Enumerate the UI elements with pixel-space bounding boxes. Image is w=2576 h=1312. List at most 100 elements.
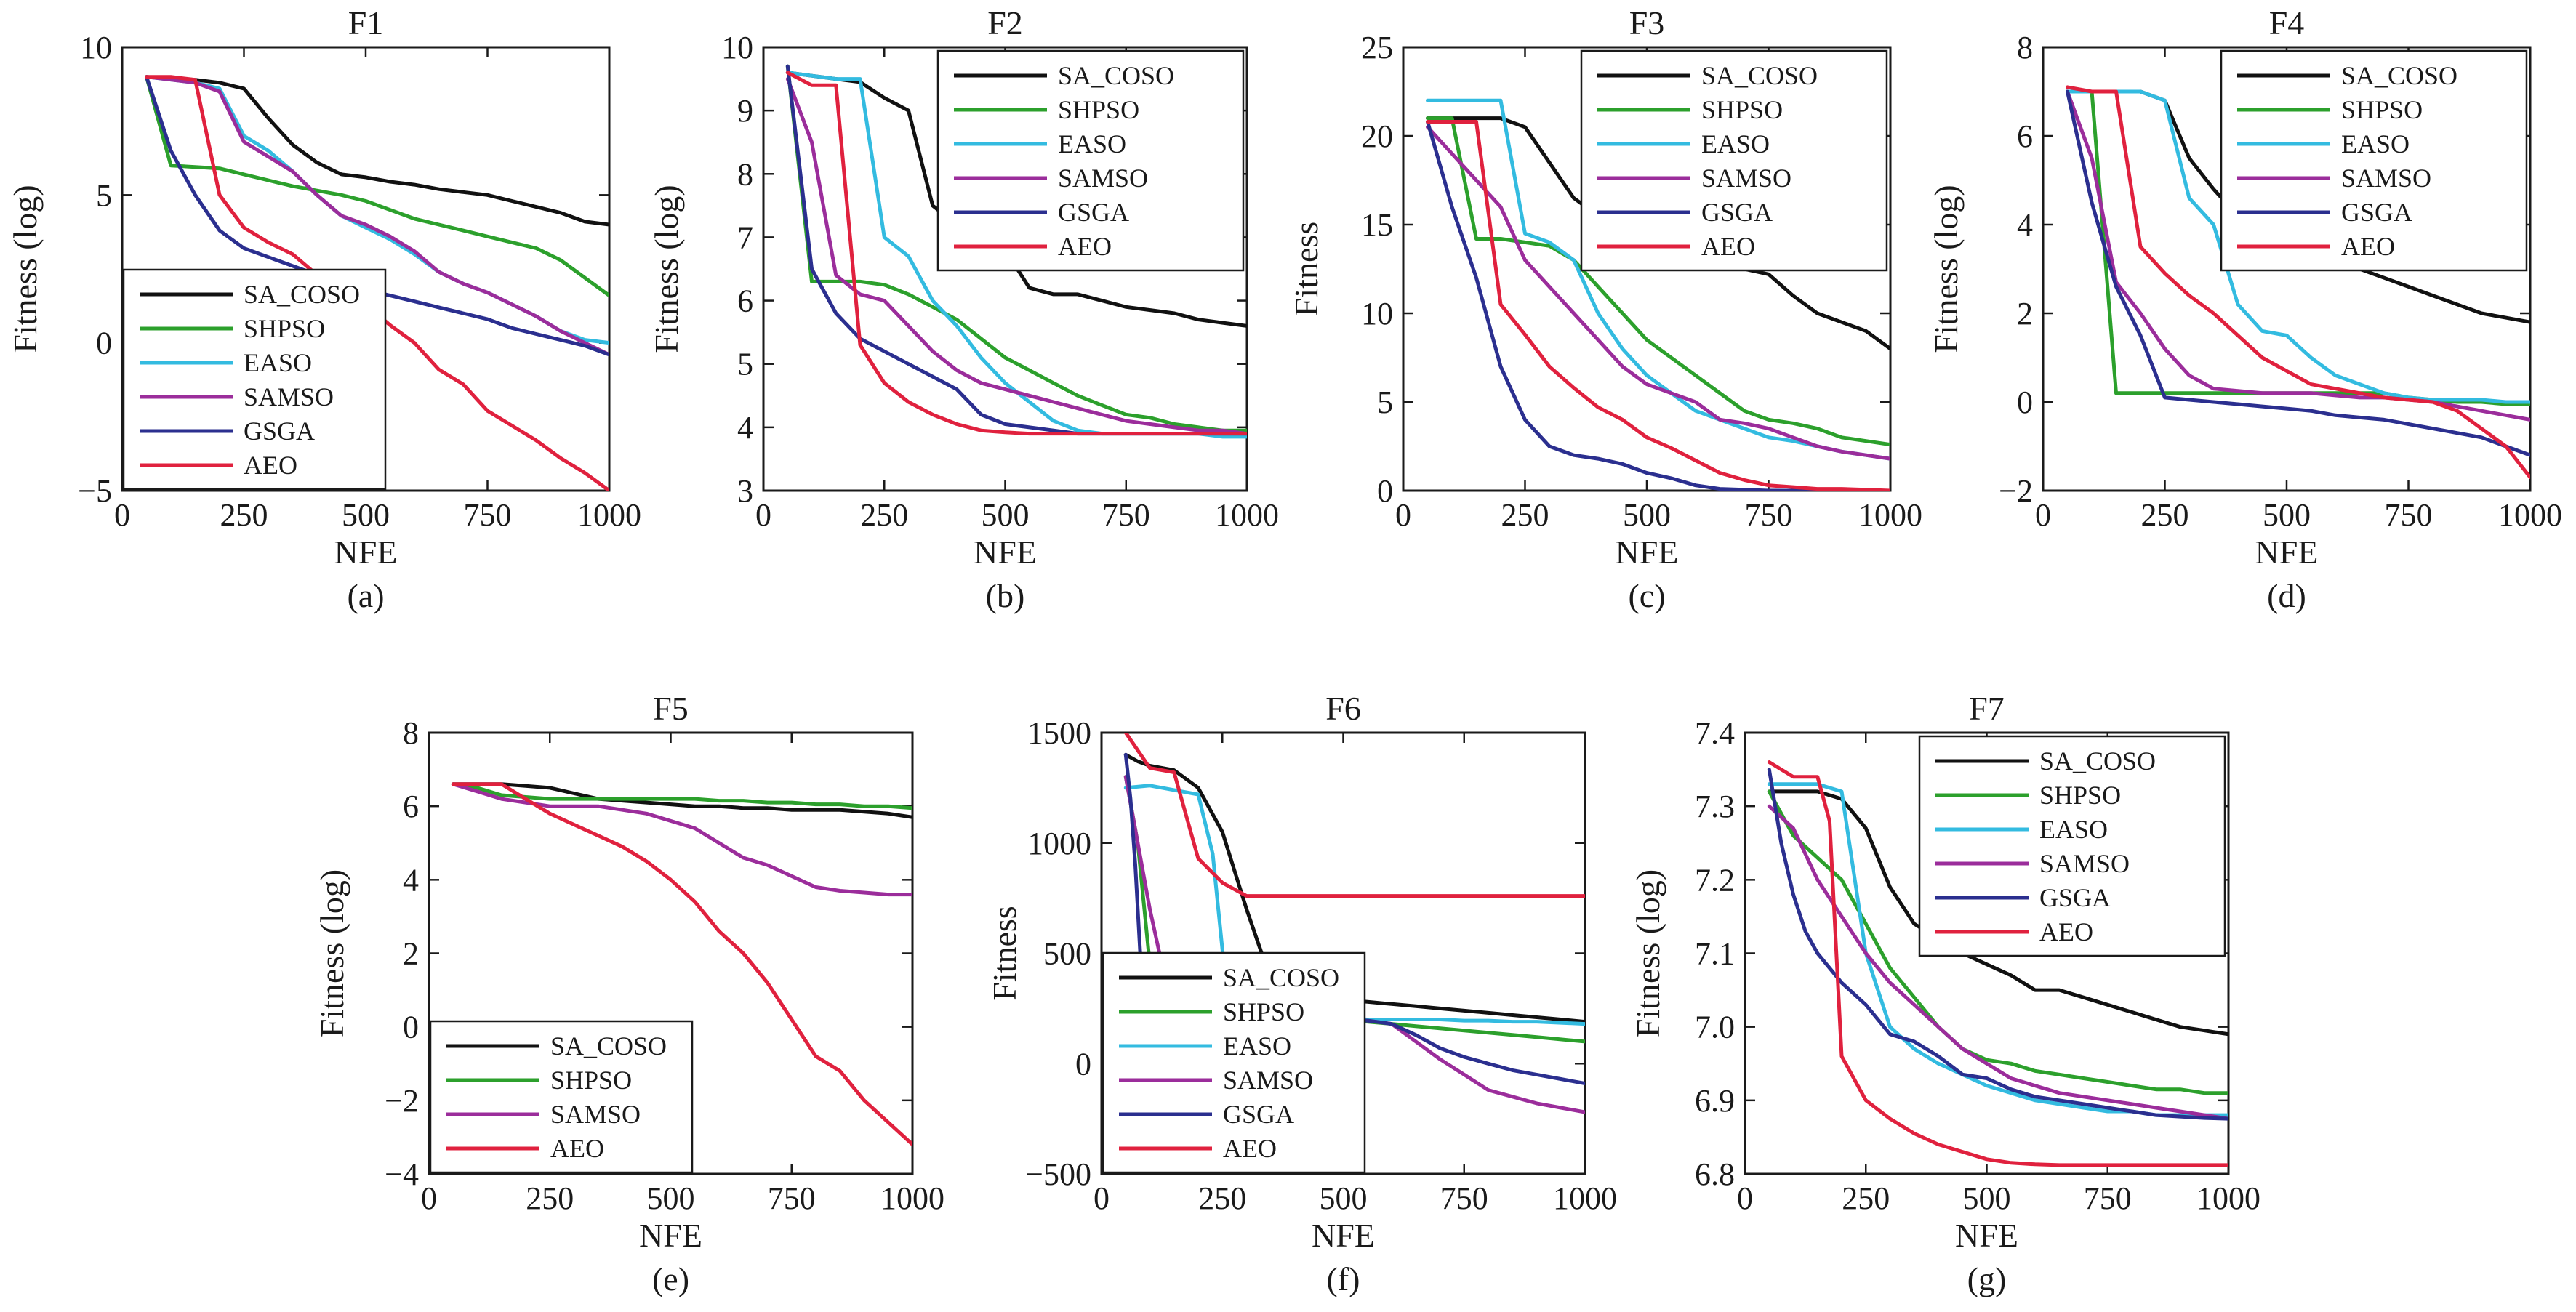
legend-label-samso: SAMSO (2039, 849, 2130, 878)
x-axis-label: NFE (2255, 534, 2319, 571)
chart-f7: F7 0 250 500 750 1000 6.8 6.9 7.0 7.1 7.2 7.3 7.4 NFE… (1629, 690, 2260, 1297)
x-tick-label: 0 (114, 497, 130, 533)
x-tick-label: 1000 (1215, 497, 1279, 533)
x-tick-label: 250 (1501, 497, 1549, 533)
y-tick-label: 6 (2017, 118, 2033, 154)
x-tick-label: 500 (647, 1180, 695, 1216)
series-line-gsga (1426, 120, 1890, 491)
legend-box (122, 268, 387, 491)
series-line-sa-coso (145, 75, 609, 227)
series-line-aeo (451, 782, 912, 1146)
legend: SA_COSO SHPSO EASO SAMSO GSGA AEO (1102, 951, 1366, 1174)
x-tick-label: 500 (1963, 1180, 2011, 1216)
x-tick-label: 500 (1320, 1180, 1368, 1216)
x-tick-label: 1000 (2498, 497, 2562, 533)
legend: SA_COSO SHPSO EASO SAMSO GSGA AEO (1918, 735, 2226, 957)
y-axis-label: Fitness (log) (313, 869, 350, 1037)
y-tick-label: 4 (403, 862, 419, 898)
legend-label-aeo: AEO (244, 451, 297, 480)
x-axis-label: NFE (1312, 1217, 1375, 1254)
y-tick-label: −5 (78, 473, 112, 509)
x-axis-label: NFE (974, 534, 1037, 571)
y-tick-label: 1500 (1027, 715, 1091, 751)
x-tick-label: 750 (768, 1180, 816, 1216)
legend-label-shpso: SHPSO (2039, 781, 2121, 810)
legend-label-shpso: SHPSO (550, 1066, 632, 1095)
series-line-shpso (1767, 789, 2228, 1095)
legend-label-aeo: AEO (2039, 917, 2093, 946)
y-tick-label: 7.2 (1695, 862, 1735, 898)
chart-f2: F2 0 250 500 750 1000 3 4 5 6 7 8 9 10 NFE Fitness (log… (648, 4, 1279, 614)
series-line-shpso (451, 782, 912, 810)
legend-label-samso: SAMSO (550, 1100, 641, 1129)
y-axis-label: Fitness (log) (1927, 185, 1965, 353)
y-tick-label: 0 (1075, 1046, 1091, 1082)
x-tick-label: 750 (1102, 497, 1150, 533)
x-tick-label: 1000 (1553, 1180, 1617, 1216)
legend-box (936, 49, 1245, 272)
y-tick-label: 6 (403, 789, 419, 824)
chart-title: F4 (2269, 4, 2305, 41)
legend-label-shpso: SHPSO (244, 314, 325, 343)
x-tick-label: 250 (860, 497, 908, 533)
y-tick-label: 7.3 (1695, 789, 1735, 824)
legend-label-easo: EASO (244, 348, 312, 377)
legend-label-sa-coso: SA_COSO (1223, 963, 1339, 992)
chart-title: F7 (1969, 690, 2005, 727)
legend-label-samso: SAMSO (2341, 164, 2431, 193)
y-tick-label: 15 (1361, 207, 1393, 243)
x-tick-label: 500 (1623, 497, 1671, 533)
series-group (1767, 760, 2228, 1167)
y-tick-label: −500 (1025, 1156, 1091, 1192)
x-axis-label: NFE (334, 534, 398, 571)
series-line-gsga (2066, 89, 2530, 457)
y-tick-label: 4 (2017, 207, 2033, 243)
chart-title: F3 (1629, 4, 1665, 41)
legend-box (1102, 951, 1366, 1174)
panel-sublabel: (d) (2267, 577, 2306, 614)
y-tick-label: 25 (1361, 30, 1393, 65)
x-tick-label: 500 (342, 497, 390, 533)
series-line-aeo (1426, 120, 1890, 491)
y-tick-label: 10 (1361, 296, 1393, 331)
panel-sublabel: (e) (652, 1260, 689, 1297)
y-tick-label: 5 (1377, 385, 1393, 420)
y-tick-label: 1000 (1027, 826, 1091, 861)
legend-label-aeo: AEO (1058, 232, 1112, 261)
x-tick-label: 1000 (880, 1180, 944, 1216)
panel-sublabel: (g) (1967, 1260, 2007, 1297)
y-tick-label: 0 (2017, 385, 2033, 420)
legend-label-sa-coso: SA_COSO (2039, 746, 2156, 776)
x-tick-label: 500 (982, 497, 1030, 533)
x-tick-label: 1000 (2196, 1180, 2260, 1216)
panel-sublabel: (c) (1628, 577, 1665, 614)
legend-label-shpso: SHPSO (1701, 95, 1783, 124)
series-line-aeo (1123, 733, 1585, 898)
y-tick-label: 2 (2017, 296, 2033, 331)
x-tick-label: 0 (1395, 497, 1411, 533)
y-tick-label: 10 (721, 30, 753, 65)
legend-label-sa-coso: SA_COSO (1701, 61, 1818, 90)
legend-box (1580, 49, 1888, 272)
y-tick-label: 6.8 (1695, 1156, 1735, 1192)
panel-sublabel: (a) (347, 577, 384, 614)
series-line-samso (785, 77, 1247, 436)
x-tick-label: 0 (1737, 1180, 1753, 1216)
legend-label-easo: EASO (1223, 1031, 1291, 1061)
x-tick-label: 500 (2263, 497, 2311, 533)
y-tick-label: 20 (1361, 118, 1393, 154)
x-tick-label: 750 (2084, 1180, 2132, 1216)
y-tick-label: 4 (737, 410, 753, 446)
series-line-samso (145, 75, 609, 357)
legend-label-shpso: SHPSO (1223, 997, 1304, 1026)
legend: SA_COSO SHPSO EASO SAMSO GSGA AEO (122, 268, 387, 491)
chart-f5: F5 0 250 500 750 1000 −4 −2 0 2 4 6 8 NFE Fitness (log… (313, 690, 944, 1297)
x-axis-label: NFE (1955, 1217, 2018, 1254)
legend: SA_COSO SHPSO EASO SAMSO GSGA AEO (1580, 49, 1888, 272)
series-group (451, 782, 912, 1146)
legend: SA_COSO SHPSO EASO SAMSO GSGA AEO (936, 49, 1245, 272)
legend-label-samso: SAMSO (1058, 164, 1148, 193)
panel-sublabel: (f) (1327, 1260, 1360, 1297)
